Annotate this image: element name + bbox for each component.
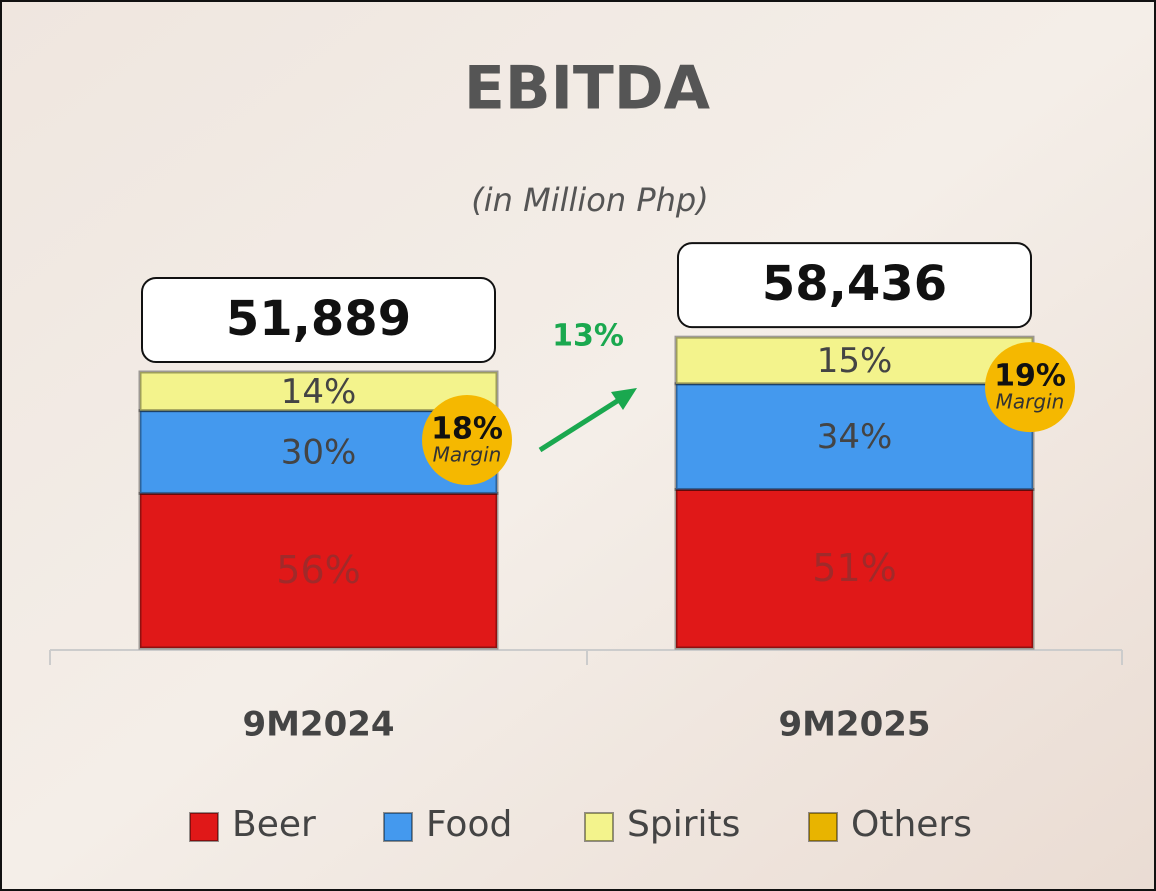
chart-title: EBITDA xyxy=(464,54,711,124)
chart: EBITDA (in Million Php) 13% 56% 30% 14% 51,… xyxy=(0,0,1156,891)
chart-subtitle: (in Million Php) xyxy=(471,181,708,219)
segment-label: 15% xyxy=(817,341,893,381)
margin-value: 18% xyxy=(431,412,503,447)
segment-label: 56% xyxy=(276,548,360,592)
growth-label: 13% xyxy=(552,319,624,354)
legend-swatch xyxy=(190,813,218,841)
legend-label: Spirits xyxy=(627,804,740,845)
legend-label: Others xyxy=(851,804,972,845)
legend-label: Food xyxy=(426,804,512,845)
legend-swatch xyxy=(809,813,837,841)
x-tick-label: 9M2025 xyxy=(778,705,930,745)
segment-label: 51% xyxy=(812,546,896,590)
segment-label: 14% xyxy=(281,372,357,412)
total-label: 58,436 xyxy=(762,256,947,312)
segment-label: 34% xyxy=(817,417,893,457)
segment-label: 30% xyxy=(281,433,357,473)
margin-word: Margin xyxy=(433,443,502,467)
total-label: 51,889 xyxy=(226,291,411,347)
margin-word: Margin xyxy=(996,390,1065,414)
margin-value: 19% xyxy=(994,359,1066,394)
legend-swatch xyxy=(384,813,412,841)
x-tick-label: 9M2024 xyxy=(242,705,394,745)
legend-label: Beer xyxy=(232,804,316,845)
legend-swatch xyxy=(585,813,613,841)
